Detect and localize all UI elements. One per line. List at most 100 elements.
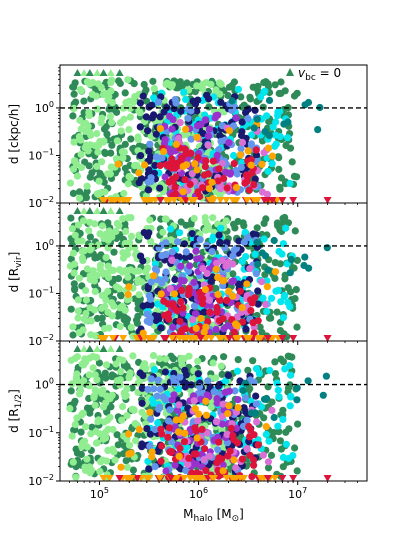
scatter-point xyxy=(146,408,154,416)
scatter-point xyxy=(266,366,274,375)
x-axis-label: Mhalo [M⊙] xyxy=(183,507,244,524)
scatter-point xyxy=(73,370,81,378)
scatter-point xyxy=(148,453,156,461)
scatter-point xyxy=(262,300,270,309)
lower-limit-marker xyxy=(234,334,243,341)
scatter-point xyxy=(161,368,169,376)
scatter-point xyxy=(245,186,253,194)
scatter-point xyxy=(85,227,93,235)
scatter-point xyxy=(82,309,90,318)
scatter-point xyxy=(82,423,90,431)
scatter-point xyxy=(247,140,255,148)
scatter-point xyxy=(185,454,193,462)
scatter-point xyxy=(125,441,134,449)
scatter-point xyxy=(127,135,135,143)
scatter-point xyxy=(159,303,167,311)
scatter-point xyxy=(93,353,101,361)
scatter-point xyxy=(234,356,242,364)
scatter-point xyxy=(104,96,112,104)
scatter-point xyxy=(290,172,298,180)
scatter-point xyxy=(268,294,276,302)
scatter-point xyxy=(135,291,143,299)
scatter-point xyxy=(240,222,248,230)
upper-limit-marker xyxy=(80,345,89,353)
scatter-point xyxy=(85,108,93,117)
scatter-point xyxy=(98,222,106,230)
scatter-point xyxy=(212,86,220,94)
scatter-point xyxy=(214,446,222,454)
scatter-point xyxy=(215,231,223,239)
scatter-point xyxy=(165,424,173,432)
scatter-point xyxy=(125,374,133,382)
scatter-point xyxy=(304,377,312,385)
scatter-point xyxy=(90,306,98,314)
scatter-point xyxy=(67,255,75,263)
lower-limit-marker xyxy=(263,334,272,341)
scatter-point xyxy=(125,244,133,253)
upper-limit-marker xyxy=(99,68,108,76)
scatter-point xyxy=(293,256,301,264)
scatter-point xyxy=(159,228,167,236)
scatter-point xyxy=(260,235,268,243)
lower-limit-marker xyxy=(323,474,332,481)
scatter-point xyxy=(215,472,223,480)
scatter-point xyxy=(70,104,78,112)
scatter-point xyxy=(253,418,261,426)
scatter-point xyxy=(286,269,294,277)
scatter-point xyxy=(103,457,111,465)
lower-limit-marker xyxy=(115,474,124,481)
lower-limit-marker xyxy=(236,474,245,481)
scatter-point xyxy=(98,114,106,122)
scatter-point xyxy=(91,401,99,409)
scatter-point xyxy=(209,359,217,367)
scatter-point xyxy=(301,253,309,261)
scatter-point xyxy=(217,137,225,145)
upper-limit-marker xyxy=(85,206,94,214)
upper-limit-marker xyxy=(99,206,108,214)
scatter-point xyxy=(179,188,187,196)
scatter-point xyxy=(151,161,159,169)
upper-limit-marker xyxy=(73,68,82,76)
scatter-point xyxy=(258,328,266,336)
upper-limit-marker xyxy=(93,345,102,353)
scatter-point xyxy=(259,451,267,459)
scatter-point xyxy=(168,125,176,133)
scatter-point xyxy=(70,269,78,277)
scatter-point xyxy=(93,376,101,384)
scatter-point xyxy=(164,300,172,308)
scatter-point xyxy=(84,147,92,155)
scatter-point xyxy=(131,93,139,101)
scatter-point xyxy=(286,381,294,389)
y-tick-label: 10−2 xyxy=(28,333,54,348)
scatter-point xyxy=(96,137,104,146)
scatter-point xyxy=(281,365,289,373)
scatter-point xyxy=(93,253,101,261)
scatter-point xyxy=(124,180,132,188)
scatter-point xyxy=(232,424,241,432)
scatter-point xyxy=(241,179,249,187)
scatter-point xyxy=(323,244,331,252)
scatter-point xyxy=(146,216,154,224)
scatter-point xyxy=(261,128,269,136)
lower-limit-marker xyxy=(208,196,217,203)
lower-limit-marker xyxy=(263,196,272,203)
scatter-point xyxy=(254,82,262,90)
scatter-point xyxy=(158,241,166,249)
scatter-point xyxy=(271,370,280,378)
scatter-point xyxy=(79,326,87,334)
scatter-point xyxy=(137,175,145,183)
lower-limit-marker xyxy=(155,474,164,481)
scatter-point xyxy=(189,316,197,324)
scatter-point xyxy=(95,359,103,367)
scatter-point xyxy=(96,261,105,269)
scatter-point xyxy=(232,184,241,192)
scatter-point xyxy=(277,89,285,97)
scatter-point xyxy=(213,399,221,407)
scatter-point xyxy=(262,423,270,431)
scatter-point xyxy=(238,138,247,147)
scatter-point xyxy=(209,214,217,222)
scatter-point xyxy=(80,315,88,323)
scatter-point xyxy=(230,246,238,254)
scatter-point xyxy=(191,160,199,168)
